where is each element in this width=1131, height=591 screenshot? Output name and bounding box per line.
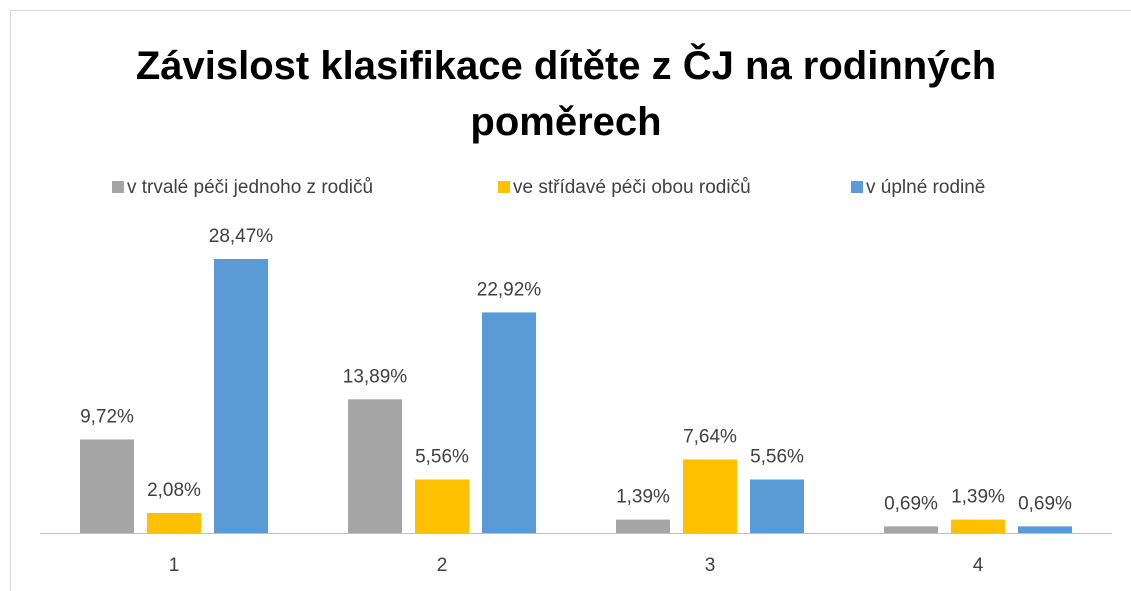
data-label: 28,47% [209, 226, 274, 247]
chart-border [10, 10, 1131, 591]
bar [683, 459, 737, 533]
data-label: 9,72% [80, 406, 134, 427]
data-label: 2,08% [147, 480, 201, 501]
data-label: 0,69% [1018, 493, 1072, 514]
data-label: 7,64% [683, 426, 737, 447]
bar [1018, 526, 1072, 533]
bar [750, 479, 804, 533]
legend-swatch [851, 181, 863, 193]
bar [348, 399, 402, 533]
x-tick-label: 2 [437, 555, 448, 576]
data-label: 13,89% [343, 366, 408, 387]
x-tick-label: 3 [705, 555, 716, 576]
bar [616, 519, 670, 533]
x-tick-label: 1 [169, 555, 180, 576]
bar [415, 479, 469, 533]
legend-swatch [112, 181, 124, 193]
bar [80, 439, 134, 533]
bar [482, 312, 536, 533]
bar [951, 519, 1005, 533]
data-label: 1,39% [616, 487, 670, 508]
data-label: 1,39% [951, 487, 1005, 508]
bar [147, 512, 201, 533]
legend-label: v úplné rodině [866, 177, 985, 198]
x-tick-label: 4 [973, 555, 984, 576]
data-label: 5,56% [415, 447, 469, 468]
bar [884, 526, 938, 533]
data-label: 0,69% [884, 493, 938, 514]
chart-title: Závislost klasifikace dítěte z ČJ na rod… [135, 44, 997, 144]
data-label: 22,92% [477, 279, 542, 300]
legend-label: v trvalé péči jednoho z rodičů [127, 177, 373, 198]
legend-label: ve střídavé péči obou rodičů [513, 177, 751, 198]
legend-swatch [498, 181, 510, 193]
bar [214, 259, 268, 533]
data-label: 5,56% [750, 447, 804, 468]
